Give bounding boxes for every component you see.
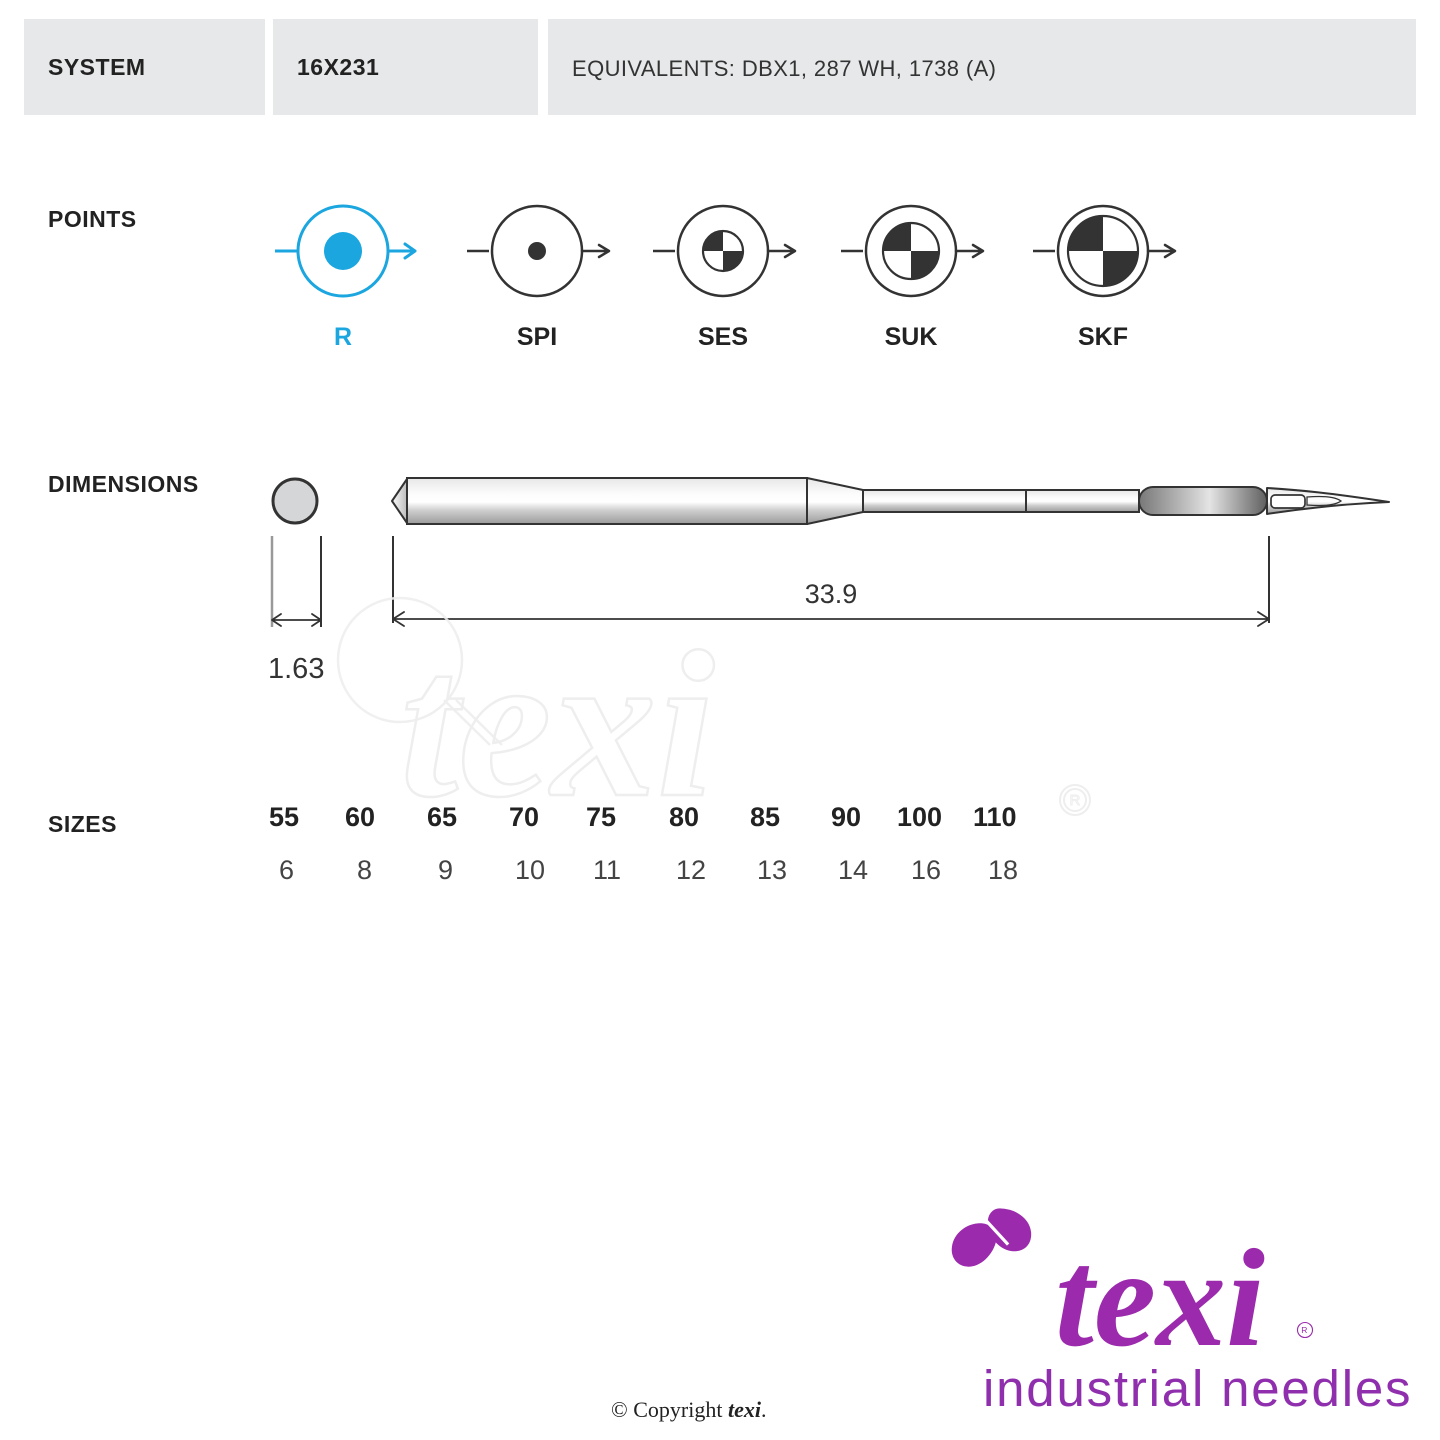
svg-text:texi: texi <box>1055 1221 1265 1376</box>
svg-text:industrial needles: industrial needles <box>983 1360 1412 1417</box>
svg-text:R: R <box>1301 1325 1307 1335</box>
